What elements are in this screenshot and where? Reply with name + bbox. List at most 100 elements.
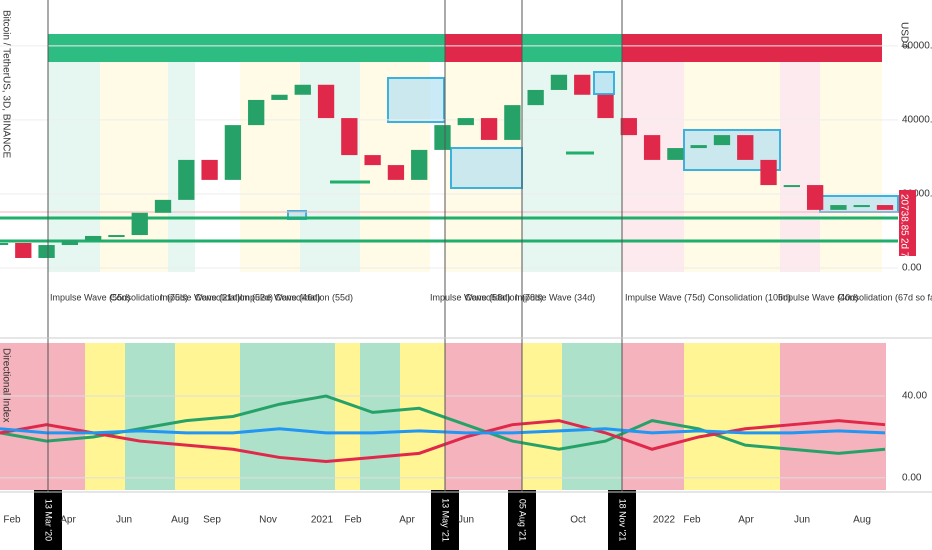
candle [643, 135, 661, 160]
phase-bg [780, 62, 820, 272]
y-tick-label: 20000.00 [902, 189, 932, 200]
candle [178, 159, 195, 200]
x-tick-label: Apr [399, 515, 415, 526]
phase-label: Impulse Wave (34d) [515, 292, 595, 302]
x-tick-label: 13 Mar '20 [44, 499, 54, 541]
trend-band [445, 34, 522, 62]
candle [597, 94, 614, 119]
phase-label: Impulse Wave (58d) [430, 292, 510, 302]
x-tick-label: Feb [3, 515, 21, 526]
trend-band [622, 34, 882, 62]
x-tick-label: 05 Aug '21 [518, 499, 528, 541]
candle [294, 84, 311, 95]
candle [713, 135, 731, 146]
candle [271, 94, 288, 100]
candle [224, 125, 242, 180]
phase-label: Consolidation (67d so far) [838, 292, 932, 302]
candle [0, 242, 9, 245]
y-tick-label: 0.00 [902, 263, 922, 274]
pane-bg [0, 343, 85, 490]
candle [341, 118, 358, 156]
candle [457, 118, 474, 126]
last-price: 20738.85 [898, 194, 909, 236]
x-tick-label: 18 Nov '21 [618, 499, 628, 542]
candle [411, 149, 428, 180]
box [450, 147, 523, 189]
candle [364, 155, 381, 166]
x-tick-label: Feb [344, 515, 362, 526]
candle [387, 165, 405, 180]
candle [620, 118, 637, 136]
candle [853, 205, 870, 208]
x-tick-label: 2022 [653, 515, 676, 526]
di-line [0, 419, 886, 464]
candle [737, 135, 754, 160]
phase-bg [820, 62, 882, 272]
phase-label: Impulse Wave (21d) [160, 292, 240, 302]
date-marker [431, 490, 459, 550]
candle [806, 185, 824, 210]
y-tick-label: 40000.00 [902, 115, 932, 126]
symbol-title: Bitcoin / TetherUS, 3D, BINANCE [0, 10, 11, 159]
pane-bg [240, 343, 335, 490]
candle [61, 240, 79, 246]
candle [38, 245, 55, 258]
y-tick-label: 40.00 [902, 391, 927, 402]
date-marker [608, 490, 636, 550]
pane-bg [335, 343, 360, 490]
phase-label: Consolidation (55d) [275, 292, 353, 302]
x-tick-label: Oct [570, 515, 586, 526]
phase-label: Consolidation (105d) [708, 292, 791, 302]
phase-bg [622, 62, 684, 272]
candle [574, 74, 591, 95]
x-tick-label: Jun [458, 515, 474, 526]
pane-bg [622, 343, 684, 490]
candle [317, 84, 335, 119]
trend-band [522, 34, 622, 62]
pane-bg [360, 343, 400, 490]
currency: USDT [898, 22, 909, 49]
box [593, 71, 615, 95]
x-tick-label: Apr [60, 515, 76, 526]
y-tick-label: 0.00 [902, 473, 922, 484]
candle [15, 242, 32, 258]
levels [0, 151, 898, 243]
phase-label: Impulse Wave (40d) [778, 292, 858, 302]
candle [504, 105, 521, 140]
date-marker [34, 490, 62, 550]
phase-label: Consolidation (78d) [465, 292, 543, 302]
x-tick-label: Sep [203, 515, 221, 526]
consolidation-boxes [287, 71, 899, 220]
candle [667, 148, 684, 160]
pane-bg [780, 343, 886, 490]
x-tick-label: Aug [171, 515, 189, 526]
candle [783, 185, 800, 188]
candle [550, 74, 568, 90]
date-marker [508, 490, 536, 550]
countdown: 2d 7h [898, 238, 909, 263]
pane-bg [125, 343, 175, 490]
pane-bg [522, 343, 562, 490]
candle [248, 99, 265, 126]
candle [876, 205, 894, 210]
box [387, 77, 445, 123]
candle [131, 212, 148, 236]
candle [527, 89, 544, 106]
x-tick-label: Apr [738, 515, 754, 526]
candle [760, 159, 777, 186]
phase-label: Consolidation (75d) [110, 292, 188, 302]
pane-bg [445, 343, 522, 490]
candle [154, 199, 172, 213]
candle [480, 118, 498, 140]
candle [434, 125, 451, 150]
phase-label: Impulse Wave (75d) [625, 292, 705, 302]
di-line [0, 394, 886, 455]
candle [201, 159, 218, 180]
sessions [47, 0, 623, 492]
x-tick-label: Jun [116, 515, 132, 526]
candle [108, 235, 125, 238]
x-tick-label: Aug [853, 515, 871, 526]
pane-bg [562, 343, 622, 490]
phase-label: Impulse Wave (55d) [50, 292, 130, 302]
